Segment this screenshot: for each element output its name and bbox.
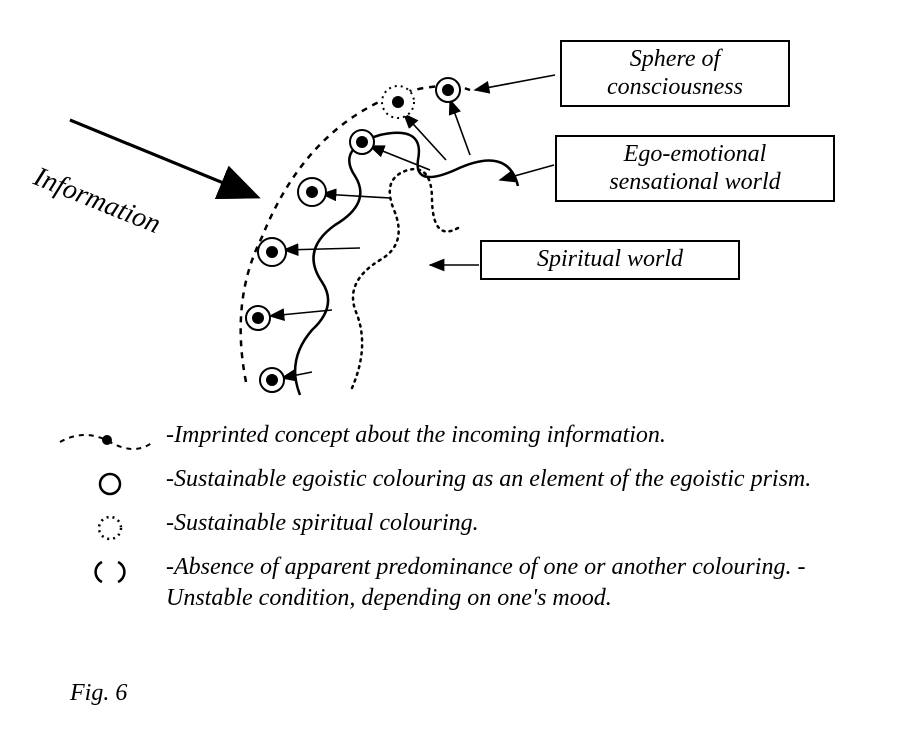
legend-icon-dotted_ring xyxy=(50,508,160,548)
label-box-consciousness: Sphere ofconsciousness xyxy=(560,40,790,107)
diagram-canvas: Information Sphere ofconsciousnessEgo-em… xyxy=(0,0,900,729)
legend-text: -Absence of apparent predominance of one… xyxy=(160,552,870,614)
legend-row: -Imprinted concept about the incoming in… xyxy=(50,420,870,460)
legend-text: -Imprinted concept about the incoming in… xyxy=(160,420,870,451)
legend-text: -Sustainable spiritual colouring. xyxy=(160,508,870,539)
legend-text: -Sustainable egoistic colouring as an el… xyxy=(160,464,870,495)
figure-caption: Fig. 6 xyxy=(70,680,127,707)
label-box-spiritual: Spiritual world xyxy=(480,240,740,280)
legend-row: -Absence of apparent predominance of one… xyxy=(50,552,870,614)
legend-row: -Sustainable spiritual colouring. xyxy=(50,508,870,548)
diagram-svg xyxy=(0,0,900,729)
legend-icon-partial_ring xyxy=(50,552,160,592)
legend-icon-imprinted xyxy=(50,420,160,460)
legend-row: -Sustainable egoistic colouring as an el… xyxy=(50,464,870,504)
label-box-ego: Ego-emotionalsensational world xyxy=(555,135,835,202)
legend: -Imprinted concept about the incoming in… xyxy=(50,420,870,618)
legend-icon-solid_ring xyxy=(50,464,160,504)
